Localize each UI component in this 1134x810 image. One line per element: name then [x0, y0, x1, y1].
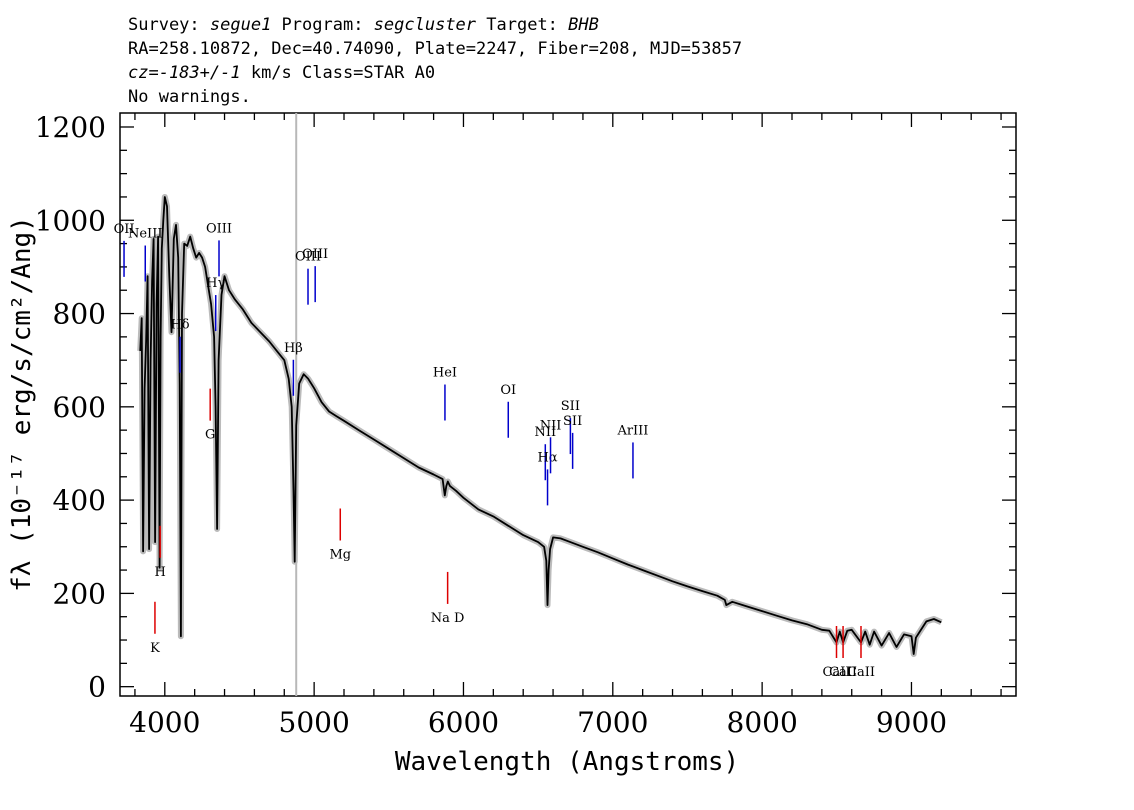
- x-tick-label: 5000: [279, 706, 350, 739]
- x-tick-label: 7000: [577, 706, 648, 739]
- absorption-label: Na D: [431, 611, 465, 626]
- y-tick-label: 600: [53, 391, 106, 424]
- emission-label: SII: [561, 399, 580, 414]
- absorption-label: K: [150, 641, 160, 656]
- emission-label: NII: [534, 425, 556, 440]
- y-tick-label: 200: [53, 577, 106, 610]
- emission-label: OIII: [302, 247, 328, 262]
- x-tick-label: 8000: [727, 706, 798, 739]
- spectrum-group: [137, 194, 943, 657]
- absorption-label: G: [205, 428, 215, 443]
- axis-ticks: [120, 113, 1016, 696]
- y-tick-label: 800: [53, 298, 106, 331]
- x-tick-label: 4000: [129, 706, 200, 739]
- x-axis-label: Wavelength (Angstroms): [395, 747, 739, 777]
- emission-label: OI: [500, 383, 516, 398]
- header-line-1: Survey: segue1 Program: segcluster Targe…: [128, 15, 599, 35]
- emission-label: OII: [114, 222, 135, 237]
- spectrum-line: [139, 196, 942, 655]
- emission-label: HeI: [433, 366, 457, 381]
- y-tick-label: 400: [53, 484, 106, 517]
- emission-label: OIII: [295, 250, 321, 265]
- y-tick-label: 1200: [35, 111, 106, 144]
- absorption-label: H: [154, 565, 165, 580]
- absorption-label: CaII: [829, 665, 857, 680]
- emission-label: NII: [540, 418, 562, 433]
- header-line-2: RA=258.10872, Dec=40.74090, Plate=2247, …: [128, 39, 742, 59]
- y-tick-label: 0: [88, 671, 106, 704]
- x-tick-label: 6000: [428, 706, 499, 739]
- emission-label: SII: [563, 414, 582, 429]
- absorption-label: CaII: [823, 665, 851, 680]
- emission-label: ArIII: [616, 423, 648, 438]
- y-axis-label: fλ (10⁻¹⁷ erg/s/cm²/Ang): [7, 216, 37, 592]
- emission-label: Hβ: [284, 341, 303, 356]
- absorption-label: Mg: [329, 547, 351, 562]
- x-tick-label: 9000: [876, 706, 947, 739]
- header-line-3: cz=-183+/-1 km/s Class=STAR A0: [128, 63, 435, 83]
- absorption-label: CaII: [847, 665, 875, 680]
- y-tick-label: 1000: [35, 204, 106, 237]
- tick-labels: 4000 5000 6000 7000 8000 9000 0 200 400 600 800 100…: [35, 111, 947, 739]
- emission-label: OIII: [206, 221, 232, 236]
- emission-label: Hα: [537, 450, 557, 465]
- header-line-4: No warnings.: [128, 87, 251, 107]
- plot-frame: [119, 112, 1017, 697]
- emission-label: Hγ: [206, 276, 225, 291]
- emission-label: NeIII: [128, 227, 162, 242]
- emission-label: Hδ: [170, 318, 189, 333]
- line-markers: OIINeIIIHδHγOIIIHβOIIIOIIIHeIOINIIHαNIIS…: [114, 221, 875, 680]
